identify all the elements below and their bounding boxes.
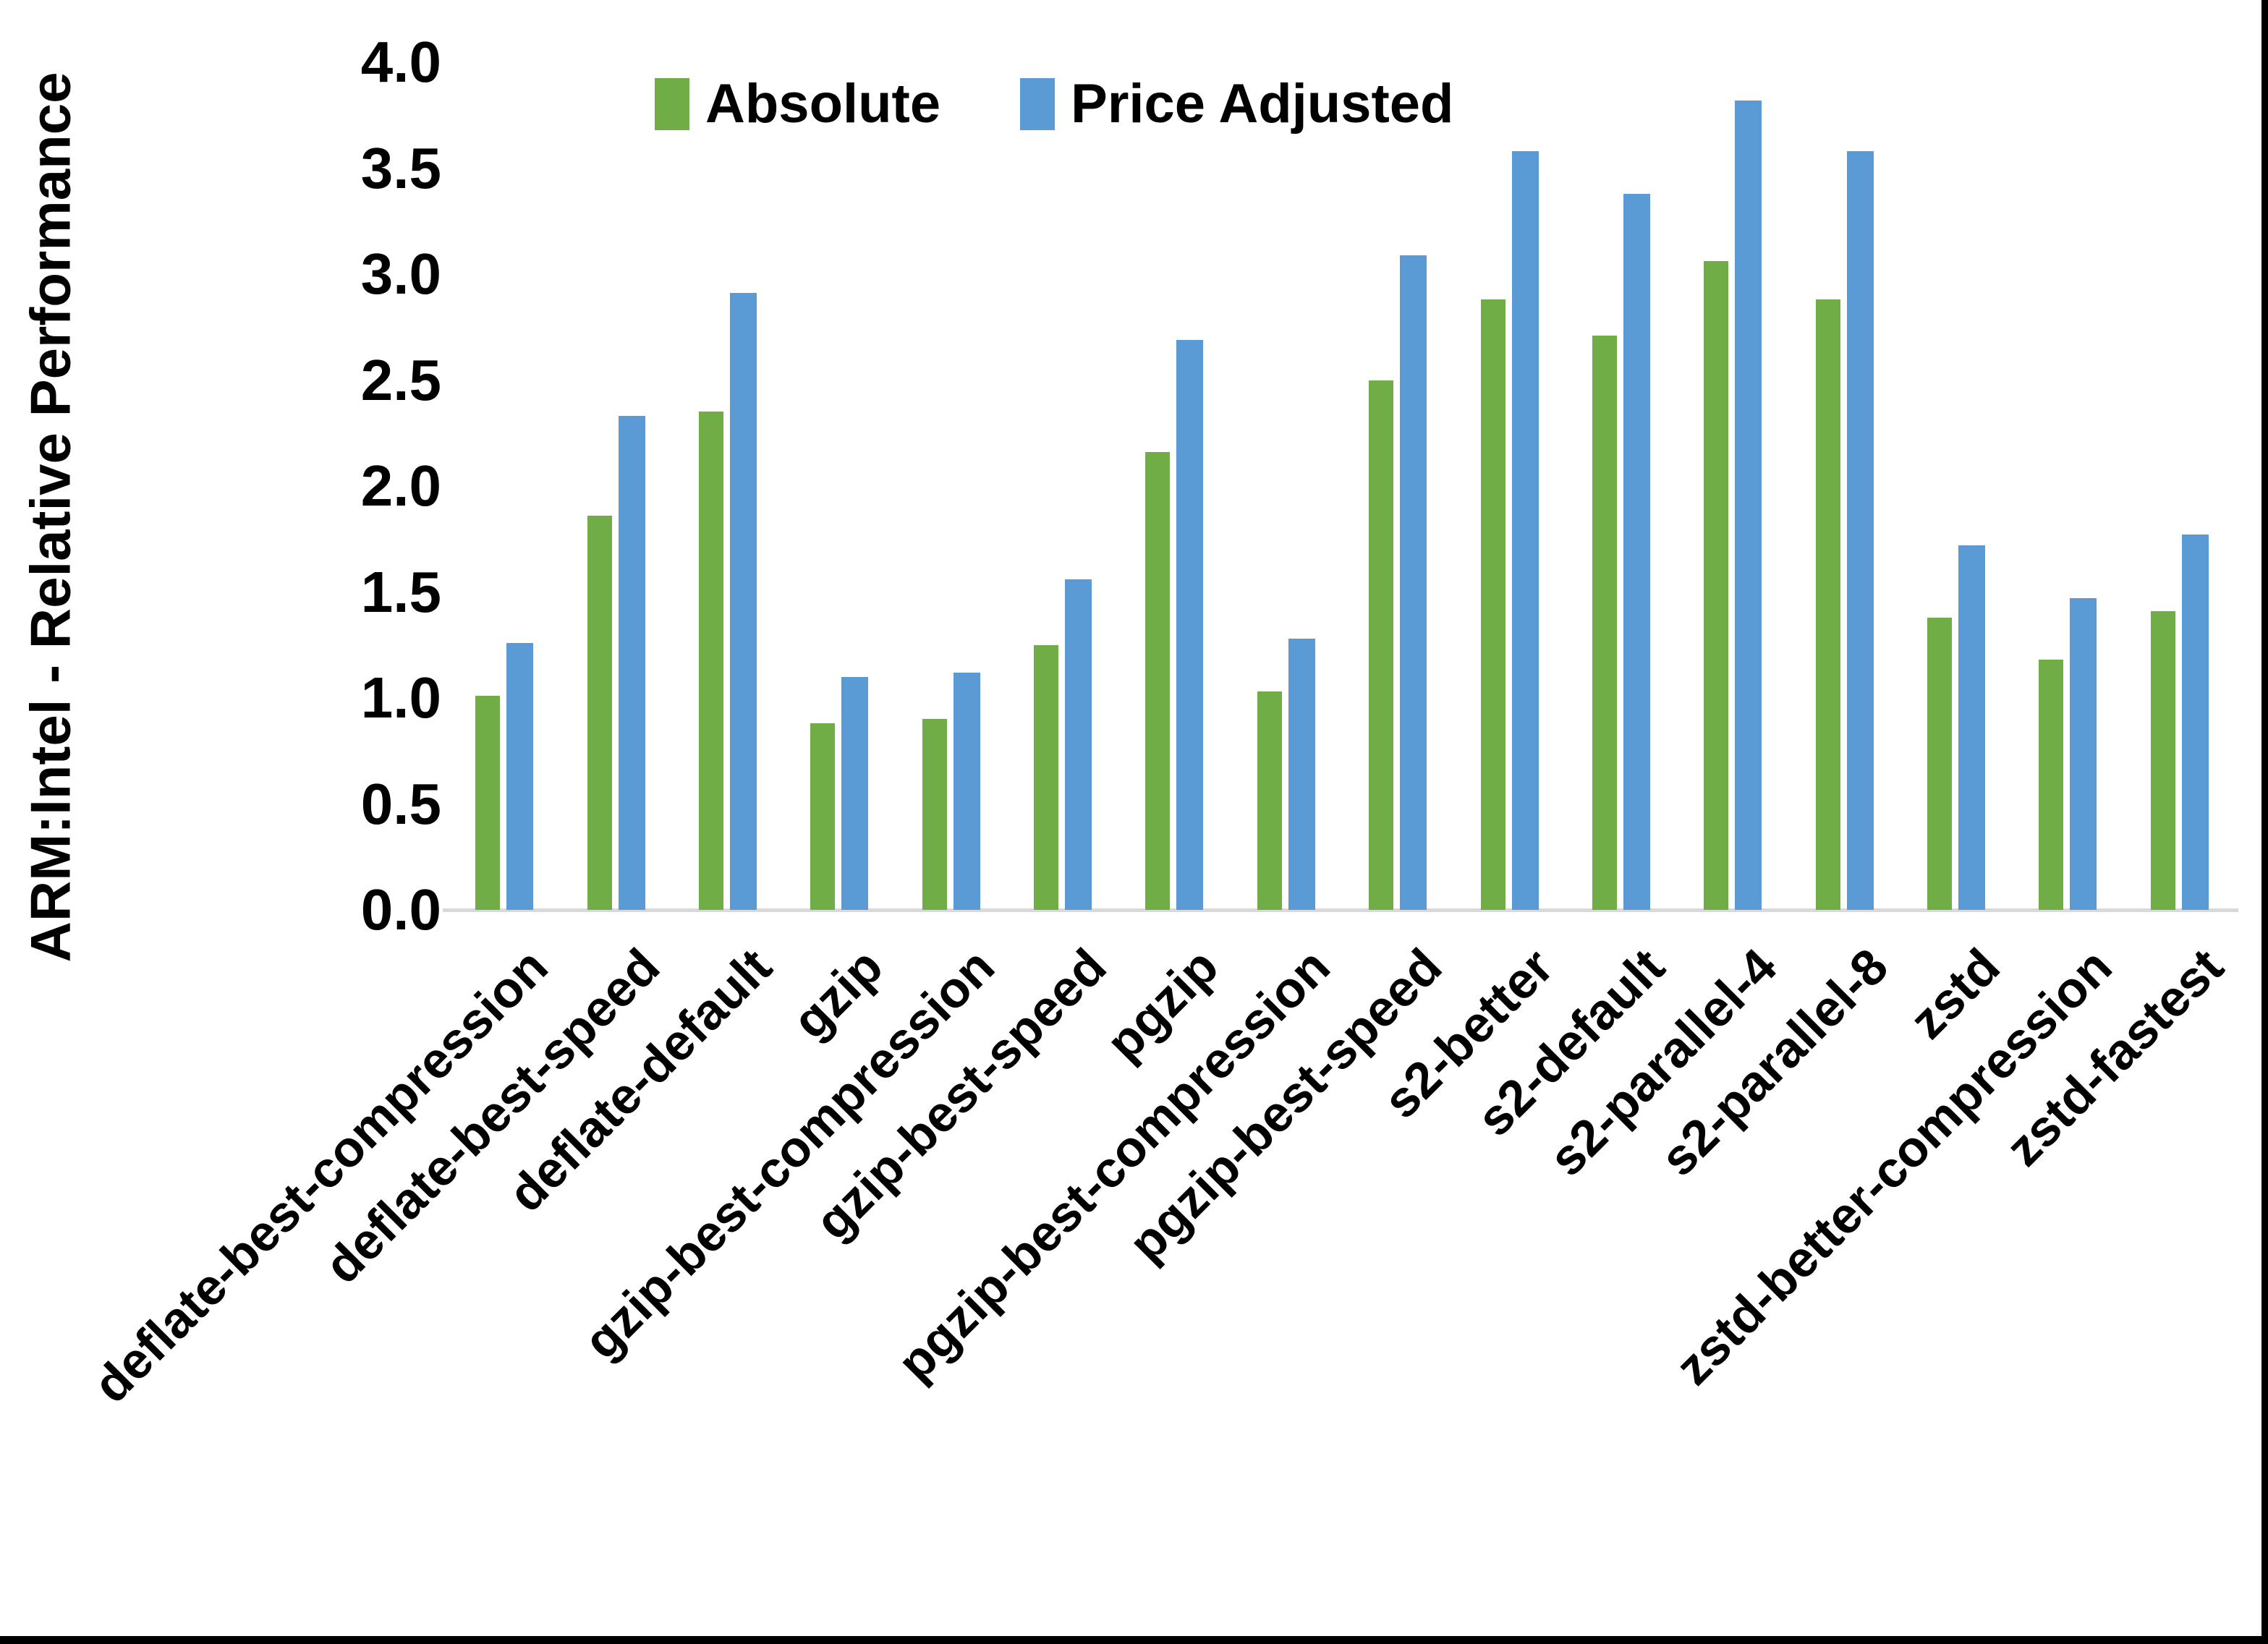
legend-swatch-icon [1020, 78, 1056, 130]
bar-group-s2-default [1566, 62, 1677, 910]
bar-price-adjusted-zstd-fastest [2181, 534, 2209, 910]
bar-price-adjusted-deflate-default [729, 293, 757, 910]
bar-absolute-gzip [810, 723, 836, 910]
plot-area [449, 62, 2235, 910]
bar-price-adjusted-s2-better [1511, 151, 1539, 910]
bar-group-gzip-best-compression [896, 62, 1007, 910]
legend-label: Price Adjusted [1071, 73, 1454, 135]
bar-group-pgzip-best-speed [1342, 62, 1453, 910]
bar-absolute-deflate-best-speed [587, 516, 612, 910]
bar-absolute-gzip-best-speed [1034, 644, 1059, 910]
y-tick-label: 3.5 [360, 135, 441, 200]
bar-absolute-s2-better [1480, 299, 1505, 910]
y-tick-label: 1.5 [360, 559, 441, 624]
x-axis-line [443, 908, 2238, 912]
bar-price-adjusted-gzip-best-speed [1065, 579, 1092, 910]
bar-absolute-s2-default [1592, 336, 1617, 910]
bar-absolute-deflate-default [698, 412, 723, 910]
bar-absolute-s2-parallel-4 [1704, 261, 1729, 910]
bar-absolute-pgzip [1145, 452, 1171, 910]
bar-price-adjusted-s2-parallel-8 [1846, 151, 1874, 910]
legend-item-price-adjusted: Price Adjusted [1020, 77, 1453, 132]
bar-absolute-zstd-better-compression [2039, 660, 2064, 910]
bar-absolute-pgzip-best-speed [1369, 380, 1394, 910]
legend-label: Absolute [705, 73, 941, 135]
bar-price-adjusted-deflate-best-compression [506, 642, 534, 910]
y-axis-title: ARM:Intel - Relative Performance [18, 72, 82, 963]
bar-absolute-gzip-best-compression [922, 719, 947, 910]
bar-absolute-zstd [1927, 617, 1953, 910]
y-tick-label: 1.0 [360, 665, 441, 730]
bar-group-gzip [783, 62, 895, 910]
bar-group-s2-parallel-8 [1789, 62, 1900, 910]
bar-absolute-zstd-fastest [2150, 610, 2175, 910]
y-tick-label: 0.0 [360, 877, 441, 942]
bar-absolute-s2-parallel-8 [1815, 299, 1840, 910]
bar-absolute-deflate-best-compression [475, 696, 501, 910]
y-tick-label: 3.0 [360, 242, 441, 306]
bar-price-adjusted-gzip [841, 676, 869, 910]
bar-group-pgzip [1118, 62, 1230, 910]
bar-group-zstd [1900, 62, 2012, 910]
bar-absolute-pgzip-best-compression [1257, 691, 1282, 910]
bar-group-pgzip-best-compression [1231, 62, 1342, 910]
bar-group-zstd-fastest [2124, 62, 2235, 910]
bar-price-adjusted-s2-parallel-4 [1735, 100, 1762, 910]
bar-group-zstd-better-compression [2012, 62, 2123, 910]
bar-price-adjusted-gzip-best-compression [953, 672, 980, 910]
bar-group-deflate-best-speed [560, 62, 671, 910]
bar-group-deflate-default [672, 62, 783, 910]
legend: Absolute Price Adjusted [655, 77, 1453, 132]
x-category-label-deflate-best-compression: deflate-best-compression [82, 937, 559, 1414]
legend-swatch-icon [655, 78, 689, 130]
y-tick-label: 2.5 [360, 347, 441, 412]
bar-price-adjusted-deflate-best-speed [618, 416, 645, 910]
y-tick-label: 2.0 [360, 453, 441, 518]
bar-group-deflate-best-compression [449, 62, 560, 910]
bar-group-s2-better [1453, 62, 1565, 910]
bar-price-adjusted-s2-default [1623, 193, 1650, 910]
bar-price-adjusted-pgzip-best-compression [1288, 639, 1315, 910]
bar-price-adjusted-pgzip [1176, 339, 1204, 910]
y-tick-label: 0.5 [360, 771, 441, 836]
bar-group-s2-parallel-4 [1677, 62, 1788, 910]
y-tick-label: 4.0 [360, 30, 441, 94]
legend-item-absolute: Absolute [655, 77, 940, 132]
bar-group-gzip-best-speed [1007, 62, 1118, 910]
bar-price-adjusted-pgzip-best-speed [1400, 255, 1427, 910]
bar-price-adjusted-zstd-better-compression [2070, 598, 2097, 910]
bar-price-adjusted-zstd [1958, 545, 1986, 910]
